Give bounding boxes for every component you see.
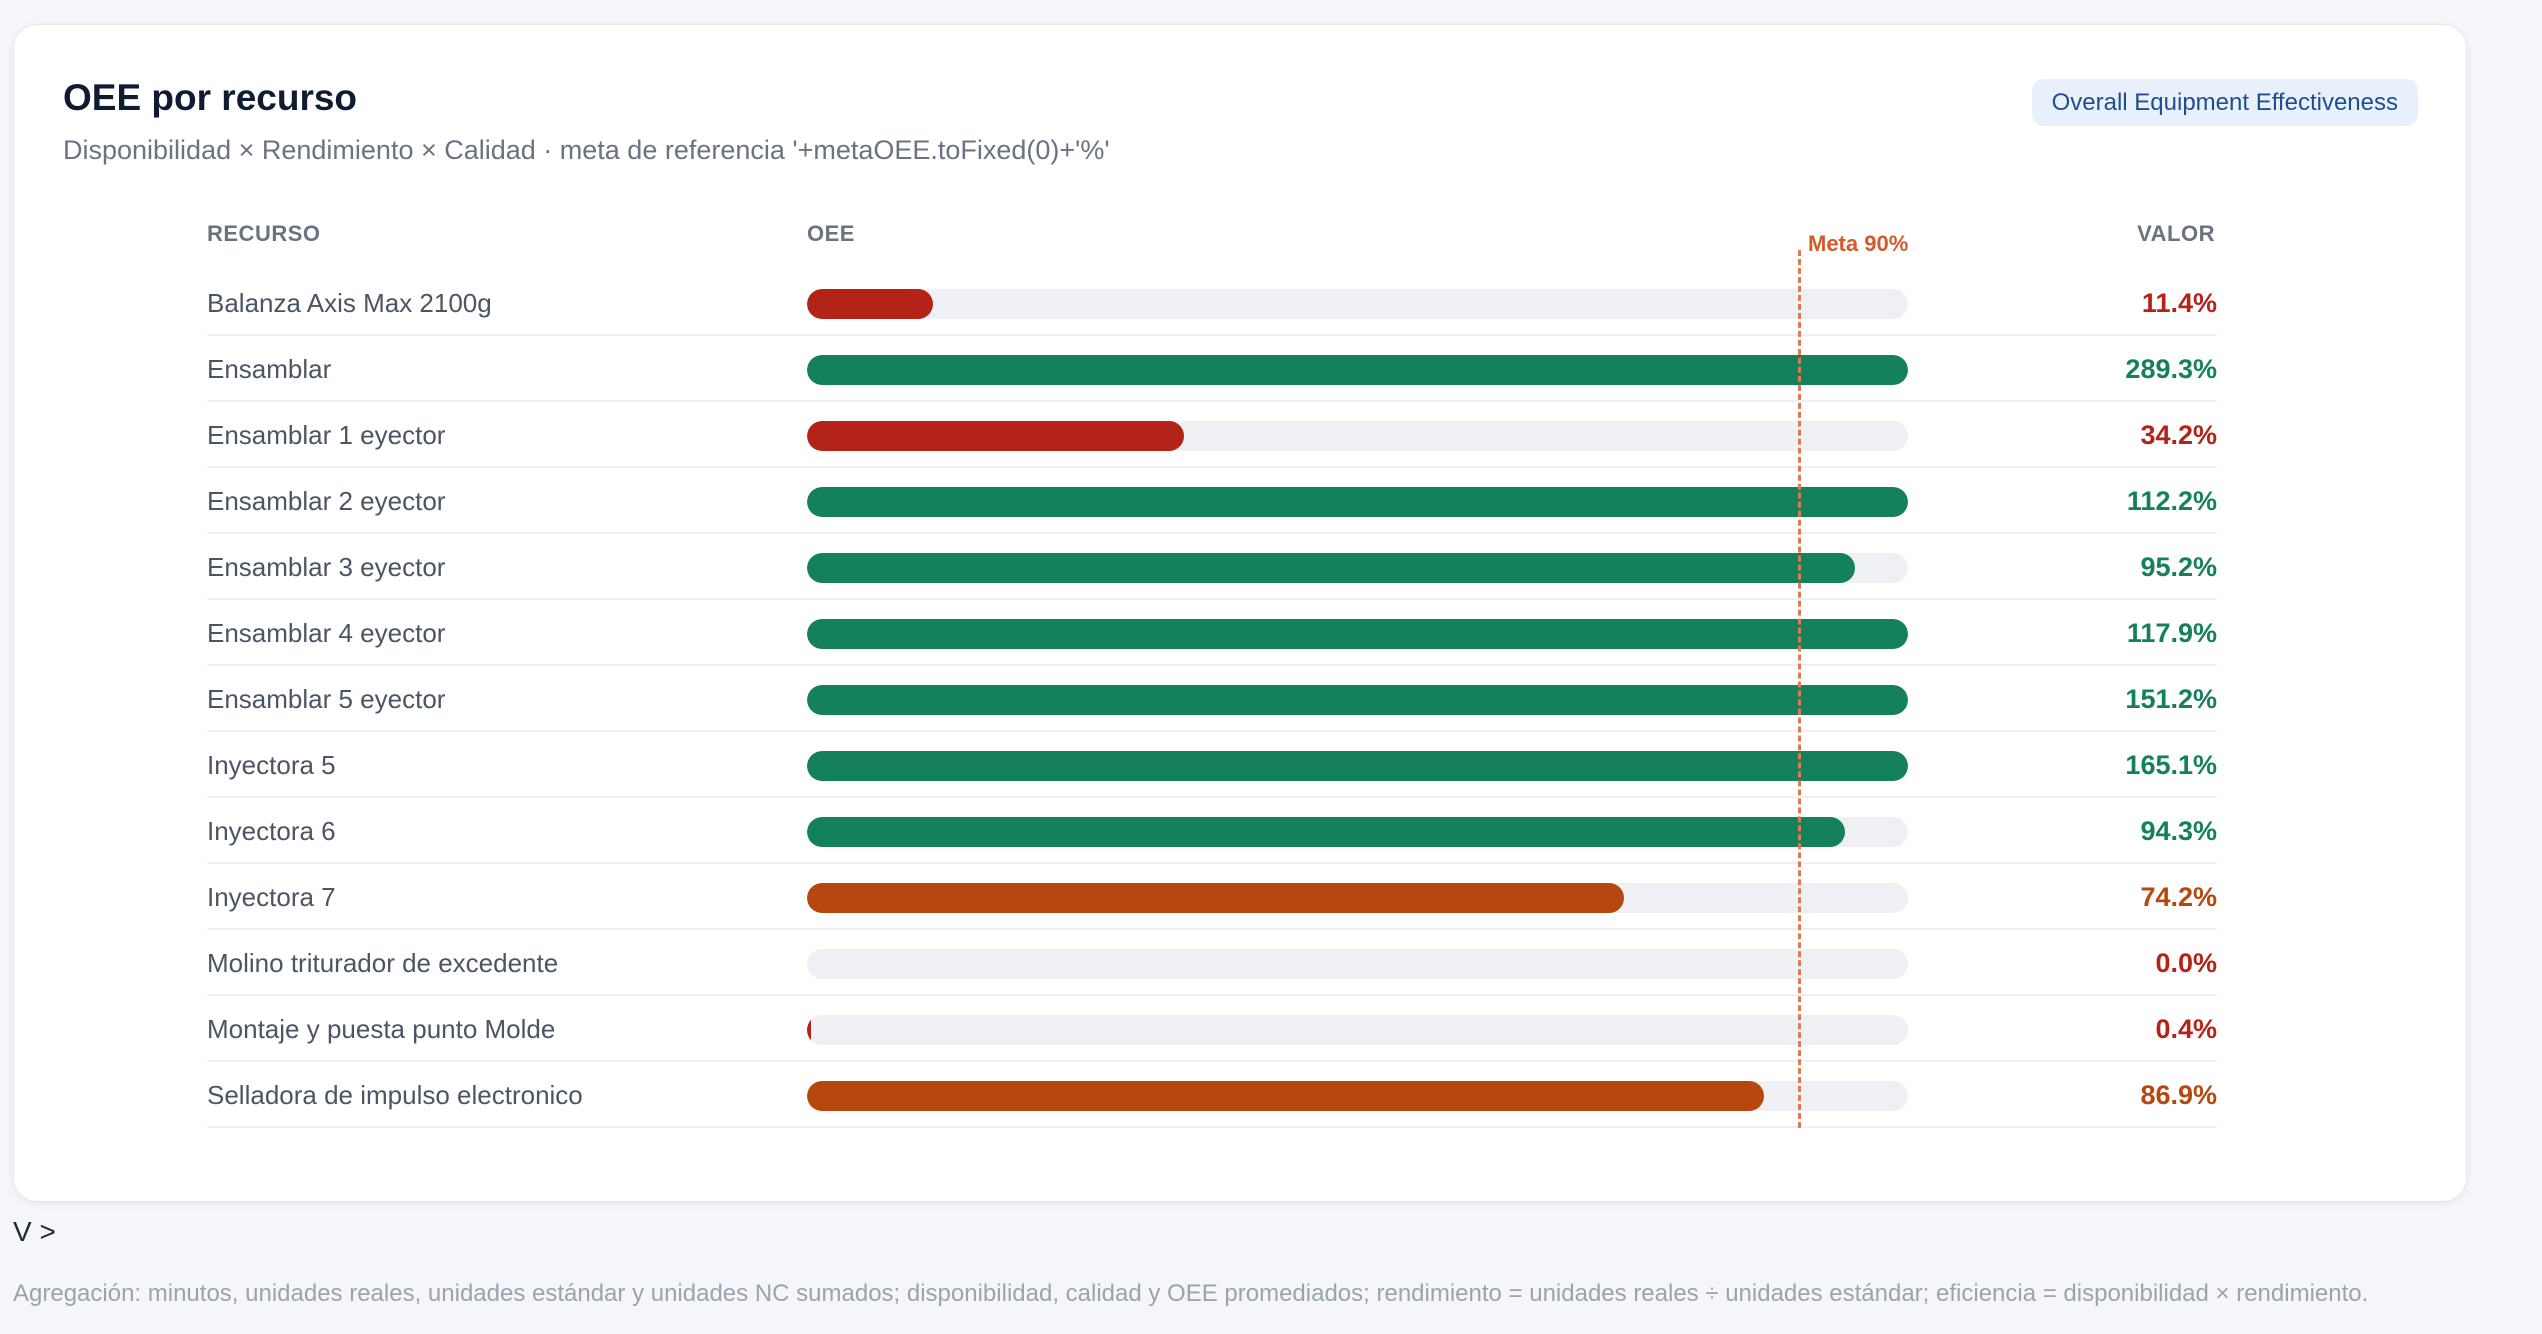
column-header-valor: VALOR <box>2137 221 2215 246</box>
oee-value-label: 117.9% <box>2126 618 2217 648</box>
oee-bar <box>807 421 1184 451</box>
oee-bar <box>807 883 1624 913</box>
meta-label: Meta 90% <box>1808 231 1909 256</box>
oee-bar <box>807 817 1846 847</box>
bar-track <box>807 1081 1908 1111</box>
resource-label: Ensamblar 3 eyector <box>207 552 446 582</box>
oee-value-label: 11.4% <box>2141 288 2217 318</box>
oee-value-label: 86.9% <box>2140 1080 2217 1110</box>
oee-bar <box>807 487 1908 517</box>
resource-label: Ensamblar <box>207 354 332 384</box>
bar-track <box>807 487 1908 517</box>
table-row: Balanza Axis Max 2100g 11.4% <box>207 270 2217 336</box>
resource-label: Ensamblar 2 eyector <box>207 486 446 516</box>
table-row: Selladora de impulso electronico 86.9% <box>207 1062 2217 1128</box>
resource-label: Balanza Axis Max 2100g <box>207 288 492 318</box>
oee-bar <box>807 619 1908 649</box>
resource-label: Molino triturador de excedente <box>207 948 559 978</box>
table-row: Ensamblar 3 eyector 95.2% <box>207 534 2217 600</box>
column-header-oee: OEE <box>807 221 855 246</box>
oee-value-label: 151.2% <box>2125 684 2217 714</box>
expand-toggle[interactable]: V > <box>13 1216 56 1247</box>
bar-track <box>807 619 1908 649</box>
oee-badge: Overall Equipment Effectiveness <box>2031 79 2418 126</box>
resource-label: Inyectora 5 <box>207 750 336 780</box>
oee-bar <box>807 553 1856 583</box>
resource-label: Inyectora 6 <box>207 816 336 846</box>
table-row: Ensamblar 2 eyector 112.2% <box>207 468 2217 534</box>
oee-value-label: 34.2% <box>2140 420 2217 450</box>
table-row: Inyectora 5 165.1% <box>207 732 2217 798</box>
resource-label: Selladora de impulso electronico <box>207 1080 583 1110</box>
resource-label: Montaje y puesta punto Molde <box>207 1014 556 1044</box>
oee-card: OEE por recurso Disponibilidad × Rendimi… <box>13 24 2467 1202</box>
meta-reference-line <box>1797 250 1801 1128</box>
table-row: Ensamblar 289.3% <box>207 336 2217 402</box>
oee-value-label: 95.2% <box>2140 552 2217 582</box>
oee-bar <box>807 751 1908 781</box>
bar-track <box>807 883 1908 913</box>
oee-bar <box>807 1015 812 1045</box>
bar-track <box>807 289 1908 319</box>
bar-track <box>807 751 1908 781</box>
bar-track <box>807 817 1908 847</box>
table-row: Inyectora 6 94.3% <box>207 798 2217 864</box>
table-row: Ensamblar 1 eyector 34.2% <box>207 402 2217 468</box>
oee-bar <box>807 685 1908 715</box>
oee-value-label: 112.2% <box>2126 486 2217 516</box>
oee-value-label: 165.1% <box>2125 750 2217 780</box>
oee-bar <box>807 289 933 319</box>
oee-bar <box>807 1081 1764 1111</box>
card-title: OEE por recurso <box>63 77 358 118</box>
bar-track <box>807 355 1908 385</box>
column-header-recurso: RECURSO <box>207 221 321 246</box>
oee-bar <box>807 355 1908 385</box>
oee-value-label: 0.4% <box>2155 1014 2217 1044</box>
oee-value-label: 289.3% <box>2125 354 2217 384</box>
table-row: Inyectora 7 74.2% <box>207 864 2217 930</box>
bar-track <box>807 1015 1908 1045</box>
oee-value-label: 74.2% <box>2140 882 2217 912</box>
table-row: Ensamblar 5 eyector 151.2% <box>207 666 2217 732</box>
resource-label: Inyectora 7 <box>207 882 336 912</box>
bar-track <box>807 685 1908 715</box>
oee-value-label: 0.0% <box>2155 948 2217 978</box>
bar-track <box>807 553 1908 583</box>
table-row: Ensamblar 4 eyector 117.9% <box>207 600 2217 666</box>
bar-track <box>807 949 1908 979</box>
bar-track <box>807 421 1908 451</box>
card-subtitle: Disponibilidad × Rendimiento × Calidad ·… <box>63 135 1110 165</box>
oee-value-label: 94.3% <box>2140 816 2217 846</box>
resource-label: Ensamblar 1 eyector <box>207 420 446 450</box>
oee-bar-chart: Balanza Axis Max 2100g 11.4% Ensamblar 289.… <box>207 250 2217 1150</box>
aggregation-footnote: Agregación: minutos, unidades reales, un… <box>13 1280 2369 1307</box>
resource-label: Ensamblar 4 eyector <box>207 618 446 648</box>
resource-label: Ensamblar 5 eyector <box>207 684 446 714</box>
table-row: Montaje y puesta punto Molde 0.4% <box>207 996 2217 1062</box>
table-row: Molino triturador de excedente 0.0% <box>207 930 2217 996</box>
